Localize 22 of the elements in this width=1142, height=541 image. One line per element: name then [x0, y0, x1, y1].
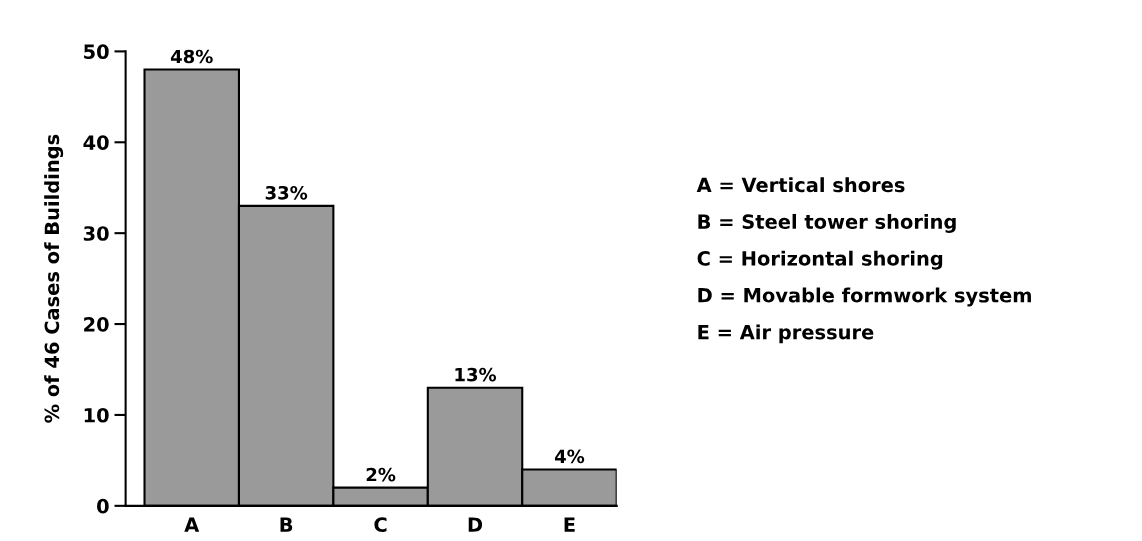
text: E = Air pressure	[698, 324, 874, 344]
data-label: 4%	[554, 449, 585, 464]
text: B = Steel tower shoring	[698, 213, 956, 233]
data-label: 13%	[455, 367, 497, 382]
y-axis-title: % of 46 Cases of Buildings	[44, 134, 64, 423]
x-tick-label: B	[280, 517, 293, 532]
text: D = Movable formwork system	[698, 287, 1031, 307]
y-tick-label: 0	[97, 498, 109, 514]
x-tick-label: C	[374, 517, 387, 532]
data-label: 48%	[170, 49, 213, 64]
data-label: 33%	[265, 185, 308, 200]
y-tick-label: 50	[84, 44, 109, 60]
y-tick-label: 10	[84, 407, 109, 423]
y-tick-label: 30	[83, 226, 109, 241]
y-tick-label: 20	[84, 317, 109, 332]
text: A = Vertical shores	[696, 177, 905, 193]
data-label: 2%	[366, 467, 396, 482]
x-tick-label: A	[184, 517, 200, 532]
text: C = Horizontal shoring	[697, 250, 943, 270]
x-tick-label: D	[468, 517, 483, 532]
y-tick-label: 40	[83, 135, 109, 150]
x-tick-label: E	[564, 517, 575, 532]
